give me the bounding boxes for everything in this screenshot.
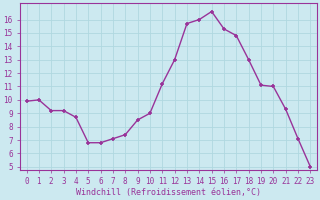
X-axis label: Windchill (Refroidissement éolien,°C): Windchill (Refroidissement éolien,°C)	[76, 188, 261, 197]
